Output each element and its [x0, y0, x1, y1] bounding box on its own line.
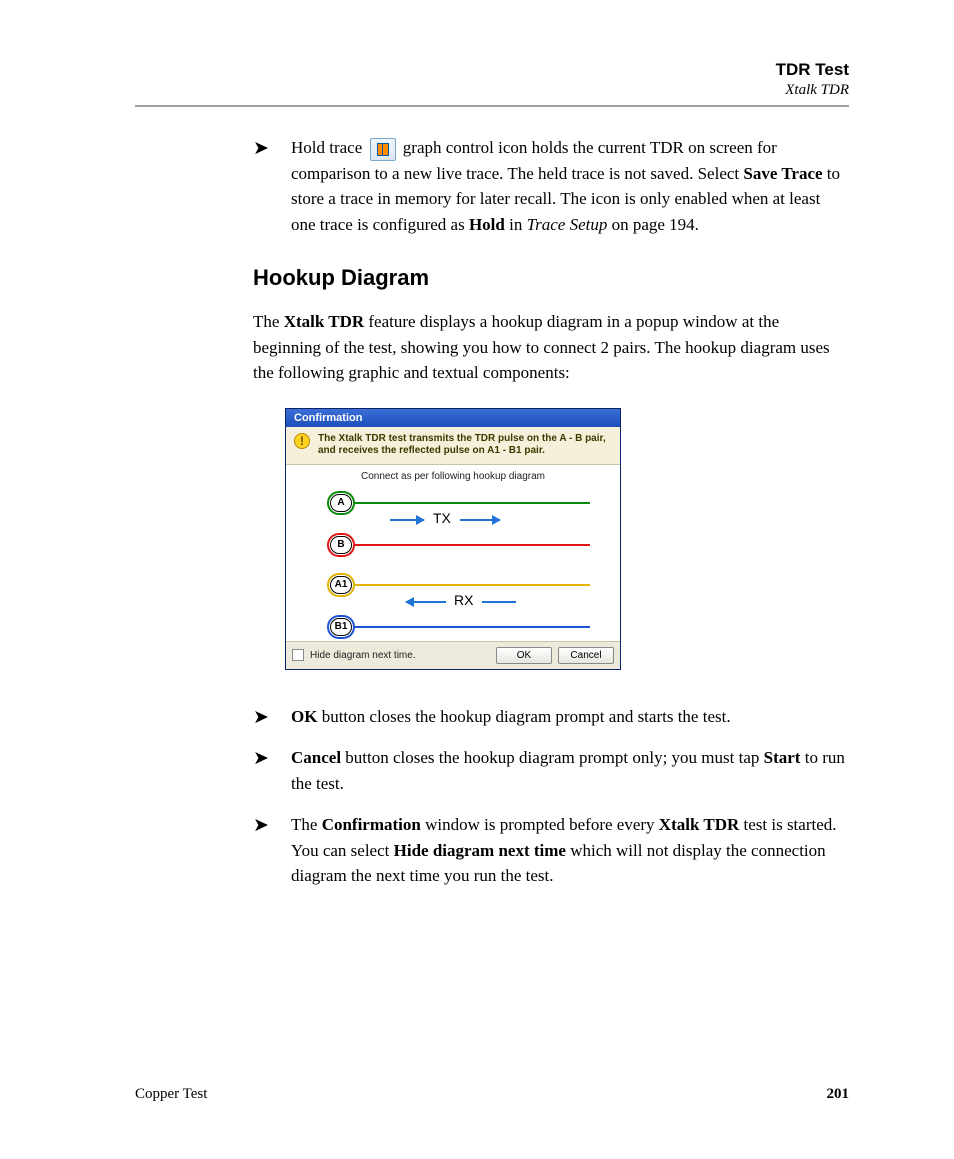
text-fragment: button closes the hookup diagram prompt … — [345, 748, 763, 767]
text-fragment: Hold trace — [291, 138, 367, 157]
text-fragment: The — [291, 815, 322, 834]
bold-cancel: Cancel — [291, 748, 341, 767]
italic-trace-setup: Trace Setup — [527, 215, 608, 234]
bold-hide-diagram: Hide diagram next time — [394, 841, 566, 860]
top-bullet-list: Hold trace graph control icon holds the … — [135, 135, 849, 237]
intro-paragraph: The Xtalk TDR feature displays a hookup … — [253, 309, 849, 386]
rx-arrow-right — [482, 601, 516, 603]
footer-left: Copper Test — [135, 1086, 207, 1103]
bullet-hold-trace: Hold trace graph control icon holds the … — [253, 135, 849, 237]
tx-arrow-left — [390, 519, 424, 521]
tx-arrow-right — [460, 519, 500, 521]
bold-xtalk2: Xtalk TDR — [659, 815, 739, 834]
text-fragment: in — [509, 215, 526, 234]
ok-button[interactable]: OK — [496, 647, 552, 664]
text-fragment: window is prompted before every — [425, 815, 659, 834]
confirmation-dialog: Confirmation ! The Xtalk TDR test transm… — [285, 408, 621, 670]
bold-hold: Hold — [469, 215, 505, 234]
tx-label: TX — [433, 510, 451, 526]
dialog-message-text: The Xtalk TDR test transmits the TDR pul… — [318, 433, 612, 458]
bullet-confirmation: The Confirmation window is prompted befo… — [253, 812, 849, 889]
bold-start: Start — [764, 748, 801, 767]
page-footer: Copper Test 201 — [135, 1086, 849, 1103]
lower-bullet-list: OK button closes the hookup diagram prom… — [135, 704, 849, 889]
section-heading: Hookup Diagram — [253, 265, 849, 291]
warning-icon: ! — [294, 433, 310, 449]
bold-save-trace: Save Trace — [743, 164, 822, 183]
dialog-title: Confirmation — [286, 409, 620, 427]
wire-a — [354, 502, 590, 504]
rx-arrow-left — [406, 601, 446, 603]
header-rule — [135, 105, 849, 107]
bullet-ok: OK button closes the hookup diagram prom… — [253, 704, 849, 730]
dialog-connect-text: Connect as per following hookup diagram — [286, 465, 620, 486]
text-fragment: The — [253, 312, 284, 331]
node-a: A — [330, 494, 352, 512]
dialog-message-bar: ! The Xtalk TDR test transmits the TDR p… — [286, 427, 620, 465]
hookup-diagram-area: A TX B A1 RX B1 — [286, 486, 620, 641]
bold-xtalk: Xtalk TDR — [284, 312, 364, 331]
hookup-dialog-figure: Confirmation ! The Xtalk TDR test transm… — [285, 408, 849, 670]
hide-diagram-checkbox[interactable] — [292, 649, 304, 661]
text-fragment: button closes the hookup diagram prompt … — [322, 707, 731, 726]
pause-icon — [370, 138, 396, 161]
wire-b — [354, 544, 590, 546]
rx-label: RX — [454, 592, 473, 608]
hide-diagram-label: Hide diagram next time. — [310, 650, 416, 661]
wire-b1 — [354, 626, 590, 628]
dialog-footer: Hide diagram next time. OK Cancel — [286, 641, 620, 669]
bold-confirmation: Confirmation — [322, 815, 421, 834]
header-title: TDR Test — [135, 60, 849, 80]
page-number: 201 — [827, 1086, 850, 1103]
header-subtitle: Xtalk TDR — [135, 82, 849, 99]
node-b: B — [330, 536, 352, 554]
bold-ok: OK — [291, 707, 317, 726]
node-b1: B1 — [330, 618, 352, 636]
bullet-cancel: Cancel button closes the hookup diagram … — [253, 745, 849, 796]
text-fragment: on page 194. — [612, 215, 699, 234]
wire-a1 — [354, 584, 590, 586]
cancel-button[interactable]: Cancel — [558, 647, 614, 664]
node-a1: A1 — [330, 576, 352, 594]
page-header: TDR Test Xtalk TDR — [135, 60, 849, 99]
